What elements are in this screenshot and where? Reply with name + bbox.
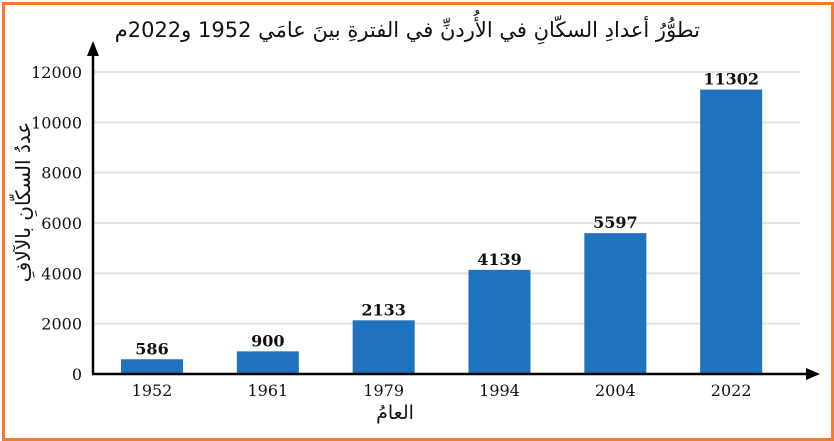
bar-1952 — [121, 359, 183, 374]
bar-1994 — [468, 269, 531, 374]
y-tick-label: 12000 — [31, 63, 82, 82]
x-tick-label: 1952 — [132, 381, 173, 400]
data-label: 900 — [251, 331, 284, 350]
data-label: 4139 — [477, 250, 522, 269]
y-tick-label: 10000 — [31, 113, 82, 132]
bar-1979 — [352, 320, 415, 374]
y-tick-label: 6000 — [41, 214, 82, 233]
y-tick-label: 4000 — [41, 264, 82, 283]
x-tick-label: 1994 — [479, 381, 520, 400]
bar-2004 — [584, 233, 647, 374]
y-tick-label: 0 — [72, 365, 82, 384]
bar-2022 — [700, 89, 763, 374]
data-label: 2133 — [361, 300, 406, 319]
x-tick-label: 2004 — [595, 381, 636, 400]
x-tick-label: 1961 — [247, 381, 288, 400]
bar-1961 — [236, 351, 299, 374]
x-axis-label: العامُ — [376, 402, 414, 424]
x-axis-arrow-icon — [806, 368, 820, 380]
y-axis-arrow-icon — [87, 41, 99, 56]
y-tick-label: 8000 — [41, 164, 82, 183]
chart-title: تطوُّرُ أعدادِ السكّانِ في الأُردنِّ في … — [114, 18, 700, 42]
x-tick-label: 2022 — [711, 381, 752, 400]
x-tick-label: 1979 — [363, 381, 404, 400]
data-label: 11302 — [703, 70, 759, 89]
y-tick-label: 2000 — [41, 315, 82, 334]
data-label: 586 — [135, 339, 168, 358]
data-label: 5597 — [593, 213, 638, 232]
